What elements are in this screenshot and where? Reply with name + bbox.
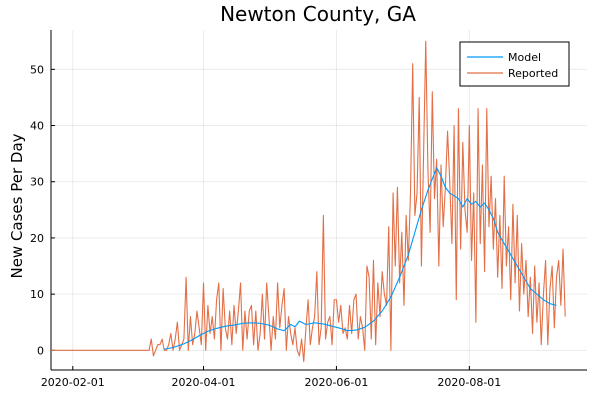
x-tick-label: 2020-06-01	[304, 376, 368, 389]
x-tick-label: 2020-02-01	[41, 376, 105, 389]
series-line-reported	[51, 40, 566, 363]
y-tick-label: 20	[30, 232, 44, 245]
legend-box	[459, 41, 570, 87]
y-tick-label: 30	[30, 176, 44, 189]
y-axis-label: New Cases Per Day	[8, 133, 26, 278]
chart-title: Newton County, GA	[220, 2, 416, 26]
x-tick-label: 2020-08-01	[437, 376, 501, 389]
legend: Model Reported	[459, 41, 570, 87]
x-tick-label: 2020-04-01	[172, 376, 236, 389]
y-tick-label: 0	[37, 344, 44, 357]
y-tick-label: 40	[30, 120, 44, 133]
axes	[50, 30, 587, 371]
series-lines	[51, 40, 566, 363]
y-tick-label: 50	[30, 63, 44, 76]
legend-label-model: Model	[508, 51, 541, 64]
y-tick-label: 10	[30, 288, 44, 301]
series-line-model	[164, 167, 557, 350]
legend-label-reported: Reported	[508, 67, 558, 80]
